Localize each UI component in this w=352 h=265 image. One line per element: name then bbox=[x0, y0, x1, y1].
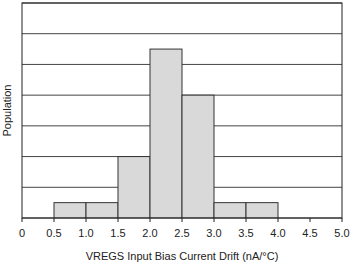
x-tick bbox=[310, 218, 311, 222]
x-tick bbox=[342, 218, 343, 222]
histogram-bar bbox=[118, 157, 150, 218]
x-tick bbox=[182, 218, 183, 222]
grid-line bbox=[22, 33, 342, 34]
x-tick-label: 2.0 bbox=[142, 227, 157, 239]
x-tick-label: 4.5 bbox=[302, 227, 317, 239]
x-tick-label: 2.5 bbox=[174, 227, 189, 239]
x-tick-label: 1.0 bbox=[78, 227, 93, 239]
x-axis-label: VREGS Input Bias Current Drift (nA/°C) bbox=[86, 250, 279, 262]
x-tick-label: 5.0 bbox=[334, 227, 349, 239]
x-tick bbox=[246, 218, 247, 222]
chart: 0 0.5 1.0 1.5 2.0 2.5 3.0 3.5 4.0 4.5 5.0 VREGS Inp… bbox=[0, 0, 352, 265]
plot-frame bbox=[22, 3, 342, 218]
x-tick-label: 3.0 bbox=[206, 227, 221, 239]
histogram-bar bbox=[86, 203, 118, 218]
histogram-bar bbox=[182, 95, 214, 218]
x-tick-label: 1.5 bbox=[110, 227, 125, 239]
x-tick bbox=[118, 218, 119, 222]
histogram-bar bbox=[246, 203, 278, 218]
x-tick bbox=[214, 218, 215, 222]
x-tick-label: 3.5 bbox=[238, 227, 253, 239]
y-axis-label: Population bbox=[1, 85, 13, 137]
x-tick-label: 0 bbox=[19, 227, 25, 239]
x-tick bbox=[86, 218, 87, 222]
x-tick bbox=[150, 218, 151, 222]
x-tick-label: 0.5 bbox=[46, 227, 61, 239]
histogram-bar bbox=[214, 203, 246, 218]
x-tick-label: 4.0 bbox=[270, 227, 285, 239]
x-tick bbox=[278, 218, 279, 222]
x-tick bbox=[54, 218, 55, 222]
histogram-bar bbox=[150, 49, 182, 218]
bars bbox=[54, 49, 278, 218]
histogram-bar bbox=[54, 203, 86, 218]
x-tick bbox=[22, 218, 23, 222]
